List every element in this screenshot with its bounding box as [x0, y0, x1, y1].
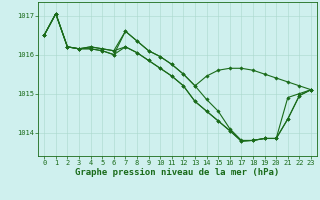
X-axis label: Graphe pression niveau de la mer (hPa): Graphe pression niveau de la mer (hPa) — [76, 168, 280, 177]
